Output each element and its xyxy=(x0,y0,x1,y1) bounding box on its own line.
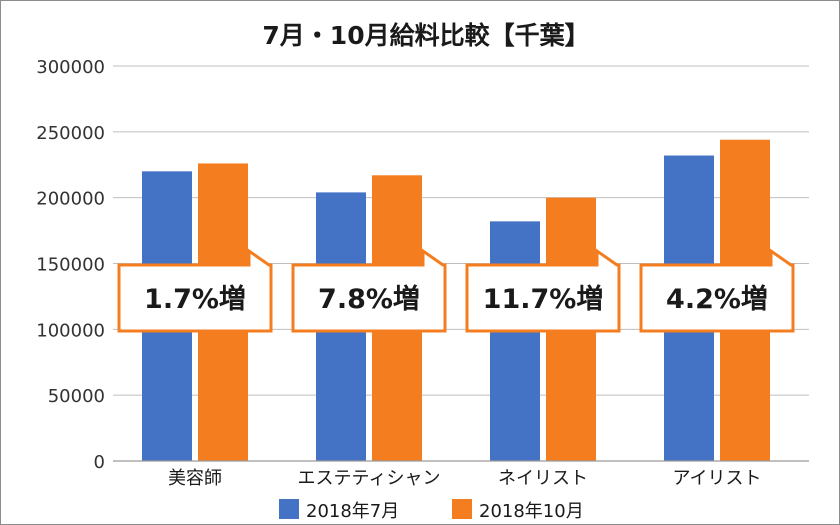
y-tick-label: 250000 xyxy=(36,123,105,144)
y-tick-label: 150000 xyxy=(36,255,105,276)
x-axis-tick-labels: 美容師 エステティシャン ネイリスト アイリスト xyxy=(168,468,762,489)
annotation-label: 11.7%増 xyxy=(483,283,604,315)
legend-label: 2018年7月 xyxy=(306,501,399,522)
x-tick-label: アイリスト xyxy=(672,468,761,489)
annotation-callout xyxy=(117,248,273,333)
annotation-label: 7.8%増 xyxy=(318,283,420,315)
x-tick-label: ネイリスト xyxy=(498,468,588,489)
annotation-callout xyxy=(465,248,621,333)
annotation-callout xyxy=(639,248,795,333)
annotation-label: 1.7%増 xyxy=(144,283,246,315)
y-axis-tick-labels: 0 50000 100000 150000 200000 250000 300000 xyxy=(36,57,105,473)
y-tick-label: 200000 xyxy=(36,189,105,210)
legend-swatch xyxy=(452,499,472,519)
y-tick-label: 100000 xyxy=(36,320,105,341)
chart-title: 7月・10月給料比較【千葉】 xyxy=(262,21,589,50)
y-tick-label: 0 xyxy=(94,452,105,473)
legend-swatch xyxy=(279,499,299,519)
legend: 2018年7月 2018年10月 xyxy=(279,499,584,522)
y-tick-label: 50000 xyxy=(48,386,105,407)
bar-july xyxy=(490,221,540,461)
annotations: 1.7%増 7.8%増 11.7%増 4.2%増 xyxy=(117,248,795,333)
x-tick-label: 美容師 xyxy=(168,468,222,489)
x-tick-label: エステティシャン xyxy=(298,468,441,489)
annotation-callout xyxy=(291,248,447,333)
y-tick-label: 300000 xyxy=(36,57,105,78)
legend-label: 2018年10月 xyxy=(479,501,584,522)
annotation-label: 4.2%増 xyxy=(666,283,768,315)
